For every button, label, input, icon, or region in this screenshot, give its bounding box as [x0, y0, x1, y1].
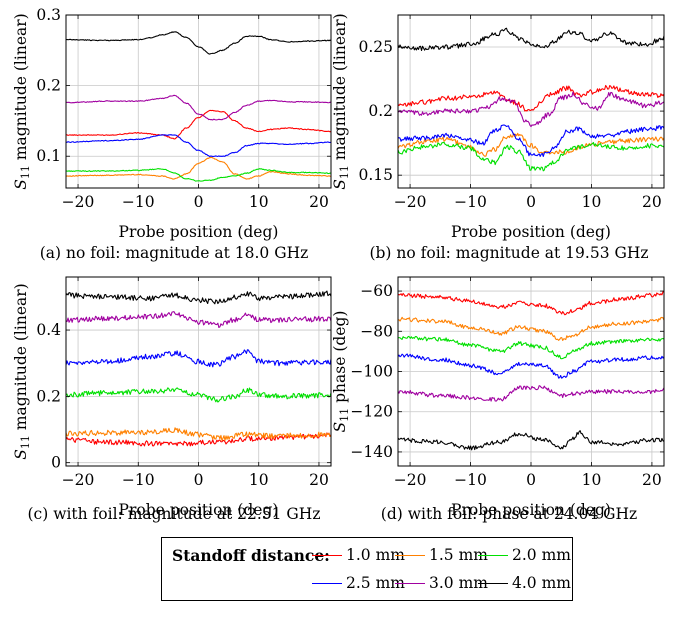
y-tick-label: 0.3: [36, 6, 61, 24]
legend-item-2-0mm: 2.0 mm: [478, 546, 571, 564]
series-line-1-0-mm: [65, 432, 332, 447]
caption-d: (d) with foil: phase at 24.04 GHz: [380, 505, 638, 523]
series-line-2-5-mm: [397, 353, 665, 379]
y-axis-label: S11 phase (deg): [331, 311, 351, 433]
series-line-2-5-mm: [65, 349, 332, 368]
series-line-1-5-mm: [65, 156, 332, 180]
series-line-4-0-mm: [397, 430, 665, 451]
legend-swatch: [312, 554, 342, 556]
legend-item-3-0mm: 3.0 mm: [395, 574, 488, 592]
series-line-2-5-mm: [397, 124, 665, 157]
x-tick-label: −20: [394, 193, 427, 211]
series-line-1-5-mm: [397, 316, 665, 342]
x-tick-label: 10: [582, 193, 602, 211]
legend-label: 4.0 mm: [512, 574, 571, 592]
x-axis-label: Probe position (deg): [451, 223, 611, 241]
series-line-1-0-mm: [397, 84, 665, 112]
series-line-4-0-mm: [397, 27, 665, 51]
x-tick-label: −10: [454, 193, 487, 211]
x-tick-label: 10: [249, 471, 269, 489]
legend-label: 3.0 mm: [429, 574, 488, 592]
y-tick-label: 0.15: [358, 166, 393, 184]
y-tick-label: −100: [350, 363, 393, 381]
x-tick-label: 0: [194, 471, 204, 489]
y-tick-label: 0.2: [368, 102, 393, 120]
legend-item-1-0mm: 1.0 mm: [312, 546, 405, 564]
chart-panel-1: −20 −10 0 10 20 0.1 0.2 0.3 Probe position (deg)…: [12, 6, 332, 241]
series-line-1-5-mm: [65, 427, 332, 441]
y-tick-label: −80: [360, 322, 393, 340]
caption-c: (c) with foil: magnitude at 22.51 GHz: [27, 505, 321, 523]
x-tick-label: −10: [122, 193, 155, 211]
x-tick-label: 0: [194, 193, 204, 211]
legend-swatch: [478, 582, 508, 584]
series-line-4-0-mm: [65, 31, 332, 55]
series-line-2-5-mm: [65, 134, 332, 158]
legend-title: Standoff distance:: [172, 546, 330, 565]
series-line-2-0-mm: [65, 387, 332, 403]
x-tick-label: −20: [62, 471, 95, 489]
y-tick-label: −120: [350, 403, 393, 421]
x-tick-label: 20: [309, 471, 329, 489]
legend-swatch: [395, 582, 425, 584]
y-tick-label: 0: [51, 454, 61, 472]
legend-swatch: [478, 554, 508, 556]
legend-item-4-0mm: 4.0 mm: [478, 574, 571, 592]
x-tick-label: −10: [454, 471, 487, 489]
x-axis-label: Probe position (deg): [119, 223, 279, 241]
y-tick-label: −60: [360, 282, 393, 300]
series-line-3-0-mm: [397, 385, 665, 402]
series-line-2-0-mm: [65, 168, 332, 182]
x-tick-label: 10: [249, 193, 269, 211]
x-tick-label: −20: [394, 471, 427, 489]
chart-panel-2: −20 −10 0 10 20 0.15 0.2 0.25 Probe position (de…: [331, 13, 665, 241]
x-tick-label: 10: [582, 471, 602, 489]
y-tick-label: 0.4: [36, 321, 61, 339]
series-line-3-0-mm: [397, 91, 665, 128]
series-line-1-0-mm: [397, 291, 665, 316]
caption-a: (a) no foil: magnitude at 18.0 GHz: [39, 244, 309, 262]
y-tick-label: 0.1: [36, 147, 61, 165]
y-axis-label: S11 magnitude (linear): [12, 283, 32, 459]
series-line-2-0-mm: [397, 335, 665, 360]
legend-item-2-5mm: 2.5 mm: [312, 574, 405, 592]
y-axis-label: S11 magnitude (linear): [331, 13, 351, 189]
x-tick-label: 0: [526, 471, 536, 489]
legend-box: Standoff distance: 1.0 mm 1.5 mm 2.0 mm …: [161, 537, 573, 601]
chart-panel-3: −20 −10 0 10 20 0 0.2 0.4 Probe position (deg) S1…: [12, 276, 332, 519]
x-tick-label: −20: [62, 193, 95, 211]
y-tick-label: 0.2: [36, 387, 61, 405]
x-tick-label: 20: [642, 193, 662, 211]
series-line-3-0-mm: [65, 94, 332, 121]
y-axis-label: S11 magnitude (linear): [12, 13, 32, 189]
legend-label: 2.0 mm: [512, 546, 571, 564]
series-line-1-0-mm: [65, 109, 332, 140]
legend-label: 1.5 mm: [429, 546, 488, 564]
legend-label: 2.5 mm: [346, 574, 405, 592]
legend-item-1-5mm: 1.5 mm: [395, 546, 488, 564]
x-axis-label: Probe position (deg): [451, 501, 611, 519]
series-line-3-0-mm: [65, 311, 332, 328]
x-tick-label: 0: [526, 193, 536, 211]
series-line-2-0-mm: [397, 141, 665, 172]
x-tick-label: 20: [309, 193, 329, 211]
x-axis-label: Probe position (deg): [119, 501, 279, 519]
series-line-1-5-mm: [397, 132, 665, 157]
x-tick-label: −10: [122, 471, 155, 489]
y-tick-label: −140: [350, 443, 393, 461]
legend-swatch: [395, 554, 425, 556]
caption-b: (b) no foil: magnitude at 19.53 GHz: [369, 244, 649, 262]
y-tick-label: 0.25: [358, 38, 393, 56]
x-tick-label: 20: [642, 471, 662, 489]
legend-swatch: [312, 582, 342, 584]
legend-label: 1.0 mm: [346, 546, 405, 564]
series-line-4-0-mm: [65, 290, 332, 305]
y-tick-label: 0.2: [36, 77, 61, 95]
